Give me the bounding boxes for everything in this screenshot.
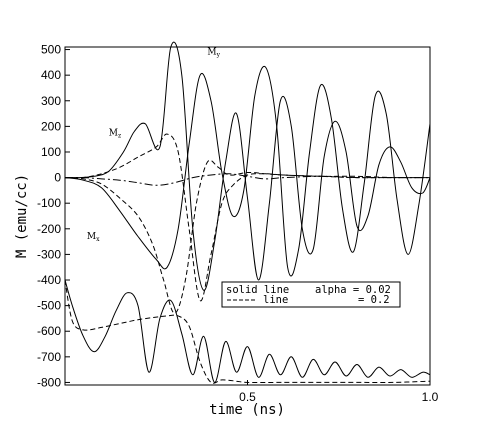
y-tick-label: 500: [41, 43, 61, 57]
y-tick-label: -300: [37, 247, 61, 261]
x-tick-label: 0.5: [239, 390, 256, 404]
y-tick-label: 300: [41, 94, 61, 108]
annotation-mx: Mx: [87, 232, 100, 243]
legend-line2-value: = 0.2: [358, 294, 390, 306]
y-tick-label: -100: [37, 196, 61, 210]
legend-line2-label: line: [263, 294, 288, 306]
series-layer: [64, 41, 431, 384]
legend: solid line alpha = 0.02 line = 0.2: [221, 281, 401, 308]
annotation-mz: Mz: [109, 128, 121, 139]
y-tick-label: 0: [54, 171, 61, 185]
x-tick-label: 1.0: [422, 390, 439, 404]
series-line-solid-mz: [64, 41, 431, 291]
annotation-my: My: [207, 48, 220, 59]
legend-line1-label: solid line: [226, 284, 289, 296]
series-line-solid-my: [64, 65, 431, 277]
y-tick-label: 100: [41, 145, 61, 159]
plot-frame: [64, 46, 431, 386]
y-tick-label: 400: [41, 68, 61, 82]
x-axis-title: time (ns): [209, 402, 285, 418]
plot-area: [64, 46, 431, 386]
series-line-dashdot-mx-upper: [64, 173, 430, 186]
y-tick-label: -400: [37, 273, 61, 287]
annotations: My Mz Mx: [87, 48, 221, 243]
y-tick-label: -700: [37, 350, 61, 364]
y-tick-label: -600: [37, 324, 61, 338]
y-tick-label: -200: [37, 222, 61, 236]
series-line-solid-mx-lower: [64, 279, 431, 383]
y-axis-title: M (emu/cc): [14, 174, 30, 258]
y-tick-label: -800: [37, 375, 61, 389]
y-tick-label: 200: [41, 119, 61, 133]
y-axis-ticks: 500 400 300 200 100 0 -100 -200 -300 -400 -500 -600…: [37, 43, 70, 389]
y-tick-label: -500: [37, 299, 61, 313]
legend-line1-value: alpha = 0.02: [315, 284, 391, 296]
series-line-dashed-mx-lower: [64, 279, 431, 384]
legend-box: [221, 281, 401, 308]
